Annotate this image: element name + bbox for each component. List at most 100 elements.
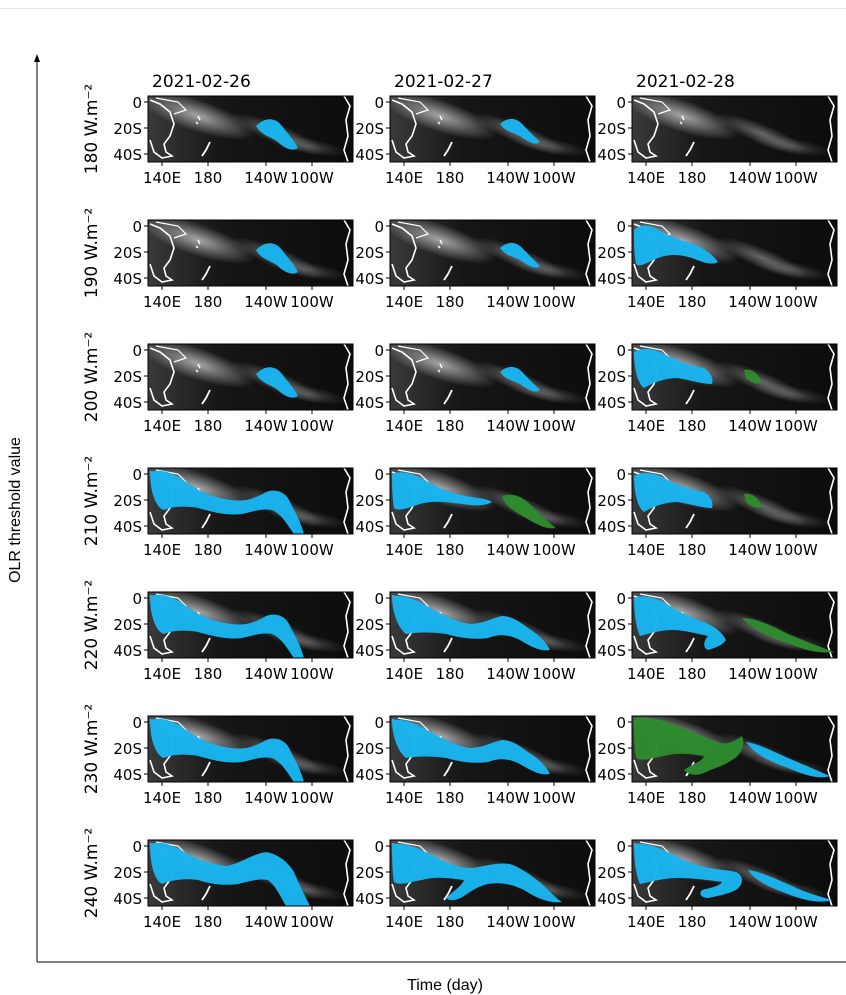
lon-tick-label: 140E — [627, 293, 665, 311]
coastline-australia — [633, 99, 659, 159]
row-label-210: 210 W.m⁻² — [82, 456, 102, 546]
lat-tick-label: 20S — [597, 616, 626, 634]
coastline-south-america — [827, 839, 835, 907]
lon-tick-label: 180 — [194, 913, 223, 931]
lon-tick-label: 140E — [143, 293, 181, 311]
lat-tick-label: 20S — [355, 492, 384, 510]
coastline-islands — [155, 345, 188, 363]
lat-tick-label: 40S — [113, 518, 142, 536]
panel-frame — [389, 467, 596, 535]
lon-tick-label: 100W — [774, 789, 818, 807]
lat-tick-label: 0 — [132, 838, 142, 856]
lat-tick-label: 0 — [616, 590, 626, 608]
panel-frame — [147, 715, 354, 783]
coastline-new-zealand — [685, 513, 695, 529]
lon-tick-label: 100W — [290, 541, 334, 559]
coastline-new-zealand — [443, 637, 453, 653]
lon-tick-label: 100W — [290, 913, 334, 931]
panel-frame — [631, 467, 838, 535]
lon-tick-label: 140W — [728, 417, 772, 435]
lat-tick-label: 40S — [597, 642, 626, 660]
secondary-system-blob — [742, 618, 834, 653]
lat-tick-label: 20S — [113, 616, 142, 634]
coastline-south-america — [343, 467, 351, 535]
panel-frame — [147, 95, 354, 163]
coastline-south-america — [343, 343, 351, 411]
coastline-islets — [195, 115, 201, 125]
coastline-islands — [155, 221, 188, 239]
lon-tick-label: 140E — [627, 665, 665, 683]
cloud-streak — [752, 383, 832, 405]
lat-tick-label: 40S — [355, 394, 384, 412]
lon-tick-label: 180 — [678, 789, 707, 807]
coastline-south-america — [585, 95, 593, 163]
panel-frame — [147, 467, 354, 535]
coastline-australia — [391, 99, 417, 159]
lat-tick-label: 40S — [355, 766, 384, 784]
coastline-new-zealand — [443, 265, 453, 281]
lon-tick-label: 180 — [678, 665, 707, 683]
lon-tick-label: 100W — [290, 789, 334, 807]
lon-tick-label: 100W — [532, 541, 576, 559]
lat-tick-label: 0 — [374, 714, 384, 732]
panel-frame — [389, 715, 596, 783]
coastline-islands — [397, 97, 430, 115]
lat-tick-label: 20S — [597, 120, 626, 138]
coastline-south-america — [827, 95, 835, 163]
lon-tick-label: 100W — [774, 665, 818, 683]
secondary-system-blob — [634, 717, 744, 775]
lon-tick-label: 100W — [774, 417, 818, 435]
lon-tick-label: 100W — [532, 293, 576, 311]
lon-tick-label: 180 — [436, 789, 465, 807]
lon-tick-label: 100W — [774, 293, 818, 311]
lon-tick-label: 180 — [436, 293, 465, 311]
lat-tick-label: 20S — [355, 616, 384, 634]
lon-tick-label: 180 — [194, 169, 223, 187]
lat-tick-label: 20S — [355, 740, 384, 758]
tracked-system-blob — [500, 118, 540, 144]
lat-tick-label: 40S — [597, 518, 626, 536]
lon-tick-label: 100W — [290, 169, 334, 187]
secondary-system-blob — [744, 369, 762, 384]
column-title-3: 2021-02-28 — [636, 72, 735, 92]
lat-tick-label: 40S — [355, 146, 384, 164]
lat-tick-label: 20S — [597, 244, 626, 262]
coastline-new-zealand — [201, 885, 211, 901]
tracked-system-blob — [150, 718, 304, 782]
tracked-system-blob — [256, 367, 298, 398]
lon-tick-label: 140W — [728, 169, 772, 187]
lat-tick-label: 0 — [132, 714, 142, 732]
lon-tick-label: 100W — [532, 417, 576, 435]
lon-tick-label: 140E — [385, 417, 423, 435]
row-label-220: 220 W.m⁻² — [82, 580, 102, 670]
lon-tick-label: 140W — [728, 665, 772, 683]
coastline-south-america — [827, 715, 835, 783]
coastline-south-america — [827, 219, 835, 287]
lat-tick-label: 20S — [113, 492, 142, 510]
coastline-australia — [391, 347, 417, 407]
coastline-new-zealand — [201, 389, 211, 405]
lat-tick-label: 40S — [113, 394, 142, 412]
lat-tick-label: 20S — [113, 740, 142, 758]
panel-frame — [631, 343, 838, 411]
lon-tick-label: 140W — [486, 789, 530, 807]
lat-tick-label: 0 — [616, 342, 626, 360]
lat-tick-label: 0 — [374, 466, 384, 484]
lon-tick-label: 100W — [532, 169, 576, 187]
coastline-australia — [391, 223, 417, 283]
coastline-islets — [195, 363, 201, 373]
panel-frame — [631, 839, 838, 907]
coastline-islets — [195, 239, 201, 249]
lon-tick-label: 140E — [385, 169, 423, 187]
lat-tick-label: 0 — [616, 218, 626, 236]
lat-tick-label: 20S — [113, 120, 142, 138]
lon-tick-label: 140E — [627, 169, 665, 187]
